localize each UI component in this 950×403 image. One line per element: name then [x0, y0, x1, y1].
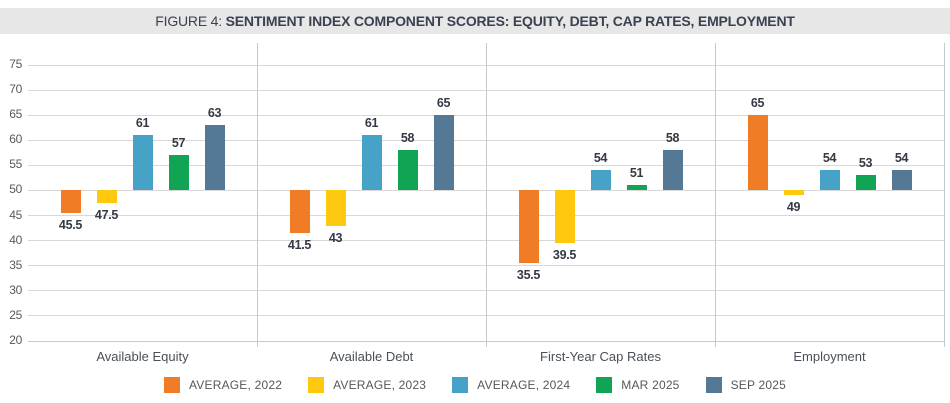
bar	[397, 150, 418, 191]
bar-value-label: 65	[750, 96, 765, 111]
bar	[590, 170, 611, 191]
bar-value-label: 53	[858, 156, 873, 171]
legend-swatch	[596, 377, 613, 393]
y-axis-tick-label: 65	[9, 107, 22, 122]
bar-value-label: 58	[665, 131, 680, 146]
bar-value-label: 49	[786, 200, 801, 215]
bar-value-label: 41.5	[287, 238, 312, 253]
bar	[783, 190, 804, 196]
category-label: Available Equity	[96, 349, 189, 364]
bar	[747, 115, 768, 191]
y-axis-tick-label: 70	[9, 82, 22, 97]
bar	[96, 190, 117, 203]
bar	[289, 190, 310, 234]
bar-value-label: 63	[207, 106, 222, 121]
bar	[518, 190, 539, 264]
bar	[626, 185, 647, 191]
group-divider	[943, 43, 945, 347]
figure-title-prefix: FIGURE 4:	[155, 13, 226, 29]
y-axis-tick-label: 25	[9, 307, 22, 322]
legend-label: MAR 2025	[621, 378, 680, 392]
group-divider	[256, 43, 258, 347]
bar-value-label: 43	[328, 230, 343, 245]
bar-value-label: 54	[822, 151, 837, 166]
figure-title: FIGURE 4: SENTIMENT INDEX COMPONENT SCOR…	[0, 8, 950, 34]
y-axis-tick-label: 75	[9, 57, 22, 71]
category-label: First-Year Cap Rates	[540, 349, 661, 364]
bar-value-label: 51	[629, 166, 644, 181]
legend-swatch	[705, 377, 722, 393]
bar	[554, 190, 575, 244]
group-divider	[714, 43, 716, 347]
y-axis-tick-label: 45	[9, 207, 22, 222]
legend-swatch	[308, 377, 325, 393]
bar-value-label: 35.5	[516, 268, 541, 283]
legend-label: AVERAGE, 2024	[477, 378, 571, 392]
bar-value-label: 54	[894, 151, 909, 166]
bar-value-label: 58	[400, 131, 415, 146]
bar	[819, 170, 840, 191]
bar-value-label: 61	[135, 116, 150, 131]
legend-swatch	[163, 377, 180, 393]
legend-label: SEP 2025	[730, 378, 786, 392]
y-axis-tick-label: 40	[9, 232, 22, 247]
bar	[662, 150, 683, 191]
bar-value-label: 54	[593, 151, 608, 166]
bar	[891, 170, 912, 191]
category-label: Available Debt	[329, 349, 414, 364]
y-axis-tick-label: 20	[9, 333, 22, 347]
bar	[168, 155, 189, 191]
bar	[60, 190, 81, 214]
chart-legend: AVERAGE, 2022 AVERAGE, 2023 AVERAGE, 2024 M…	[0, 374, 950, 396]
bar	[855, 175, 876, 191]
legend-item: SEP 2025	[705, 377, 786, 393]
legend-label: AVERAGE, 2022	[188, 378, 283, 392]
bar-value-label: 65	[436, 96, 451, 111]
group-divider	[485, 43, 487, 347]
y-axis-tick-label: 35	[9, 257, 22, 272]
bar	[361, 135, 382, 191]
bar-value-label: 57	[171, 136, 186, 151]
legend-item: AVERAGE, 2024	[452, 377, 570, 393]
bar-value-label: 45.5	[58, 218, 83, 233]
figure-title-text: SENTIMENT INDEX COMPONENT SCORES: EQUITY…	[225, 13, 795, 29]
bar	[433, 115, 454, 191]
legend-item: AVERAGE, 2022	[163, 377, 283, 393]
y-axis-tick-label: 30	[9, 282, 22, 297]
bar	[132, 135, 153, 191]
category-label: Employment	[793, 349, 866, 364]
bar	[325, 190, 346, 226]
bar	[204, 125, 225, 191]
bar-value-label: 47.5	[94, 208, 119, 222]
legend-swatch	[452, 377, 469, 393]
legend-item: AVERAGE, 2023	[308, 377, 426, 393]
y-axis-tick-label: 55	[9, 157, 22, 172]
bar-value-label: 39.5	[552, 248, 577, 263]
legend-label: AVERAGE, 2023	[333, 378, 427, 392]
y-axis-tick-label: 50	[9, 182, 22, 197]
bar-value-label: 61	[364, 116, 379, 131]
legend-item: MAR 2025	[596, 377, 679, 393]
y-axis-tick-label: 60	[9, 132, 22, 147]
